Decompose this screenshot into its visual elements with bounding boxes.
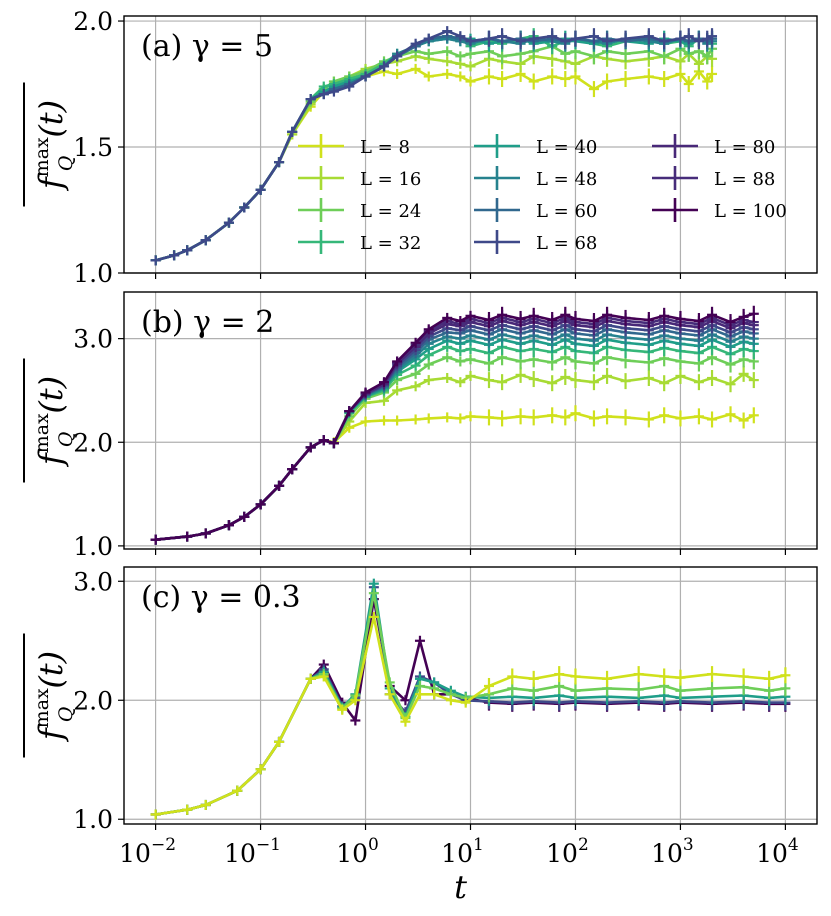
legend-item-L48: L = 48	[474, 166, 597, 190]
legend-item-L68: L = 68	[474, 230, 597, 254]
axes-frame	[123, 15, 818, 274]
x-tick-label: 10−2	[119, 835, 176, 868]
x-tick-label: 10−1	[224, 835, 281, 868]
series-line-L40	[155, 338, 755, 541]
legend-item-L80: L = 80	[652, 134, 775, 158]
x-tick-label: 103	[651, 835, 694, 868]
series-line-L32	[155, 34, 713, 262]
legend-item-L32: L = 32	[298, 230, 421, 254]
legend-label: L = 100	[714, 201, 787, 222]
y-axis-label: fmax Q(t)	[23, 358, 77, 483]
y-tick-label: 3.0	[73, 325, 113, 354]
legend-label: L = 32	[360, 233, 421, 254]
legend-item-L40: L = 40	[474, 134, 597, 158]
panel-label-b: (b) γ = 2	[141, 305, 274, 340]
y-tick-label: 1.0	[73, 259, 113, 288]
y-tick-label: 2.0	[73, 686, 113, 715]
legend-label: L = 40	[536, 137, 597, 158]
x-tick-label: 104	[756, 835, 799, 868]
series-line-L68	[155, 29, 713, 262]
y-tick-label: 1.0	[73, 532, 113, 561]
legend-label: L = 8	[360, 137, 410, 158]
series-group	[150, 305, 759, 545]
legend-item-L16: L = 16	[298, 166, 421, 190]
panel-b: 1.0 2.0 3.0 (b) γ = 2 fmax Q(t)	[23, 291, 818, 561]
series-line-L8	[155, 67, 714, 262]
y-tick-label: 1.5	[73, 133, 113, 162]
axes-frame	[123, 566, 818, 825]
x-axis-label: t	[454, 868, 467, 906]
series-group	[150, 26, 718, 266]
y-tick-label: 3.0	[73, 567, 113, 596]
y-axis-label: fmax Q(t)	[23, 82, 77, 207]
y-axis-label: fmax Q(t)	[23, 633, 77, 758]
series-line-L48	[155, 37, 713, 262]
y-axis-label-text: fmax Q(t)	[31, 100, 77, 191]
legend-item-L60: L = 60	[474, 198, 597, 222]
panel-label-a: (a) γ = 5	[141, 29, 273, 64]
y-axis-label-text: fmax Q(t)	[31, 651, 77, 742]
y-tick-label: 2.0	[73, 428, 113, 457]
legend-label: L = 24	[360, 201, 421, 222]
x-tick-label: 102	[546, 835, 589, 868]
legend-label: L = 60	[536, 201, 597, 222]
y-tick-label: 2.0	[73, 7, 113, 36]
legend-label: L = 88	[714, 169, 775, 190]
x-tick-label: 100	[336, 835, 379, 868]
legend-item-L88: L = 88	[652, 166, 775, 190]
legend-label: L = 80	[714, 137, 775, 158]
legend-item-L8: L = 8	[298, 134, 410, 158]
legend-label: L = 16	[360, 169, 421, 190]
panel-label-c: (c) γ = 0.3	[141, 580, 301, 615]
y-tick-label: 1.0	[73, 805, 113, 834]
series-line-L40	[155, 37, 713, 262]
y-axis-label-text: fmax Q(t)	[31, 376, 77, 467]
axes-frame	[123, 291, 818, 550]
legend: L = 8 L = 16 L = 24 L = 32 L = 40 L = 48 L = 6…	[298, 134, 787, 254]
x-tick-label: 101	[441, 835, 484, 868]
legend-label: L = 68	[536, 233, 597, 254]
panel-c: 1.0 2.0 3.0 (c) γ = 0.3 fmax Q(t) 10−2 10−1 100 1…	[23, 566, 818, 906]
series-line-L60	[155, 34, 713, 262]
legend-item-L24: L = 24	[298, 198, 421, 222]
legend-label: L = 48	[536, 169, 597, 190]
series-group	[150, 578, 791, 820]
legend-item-L100: L = 100	[652, 198, 787, 222]
series-line-L16	[155, 52, 713, 262]
